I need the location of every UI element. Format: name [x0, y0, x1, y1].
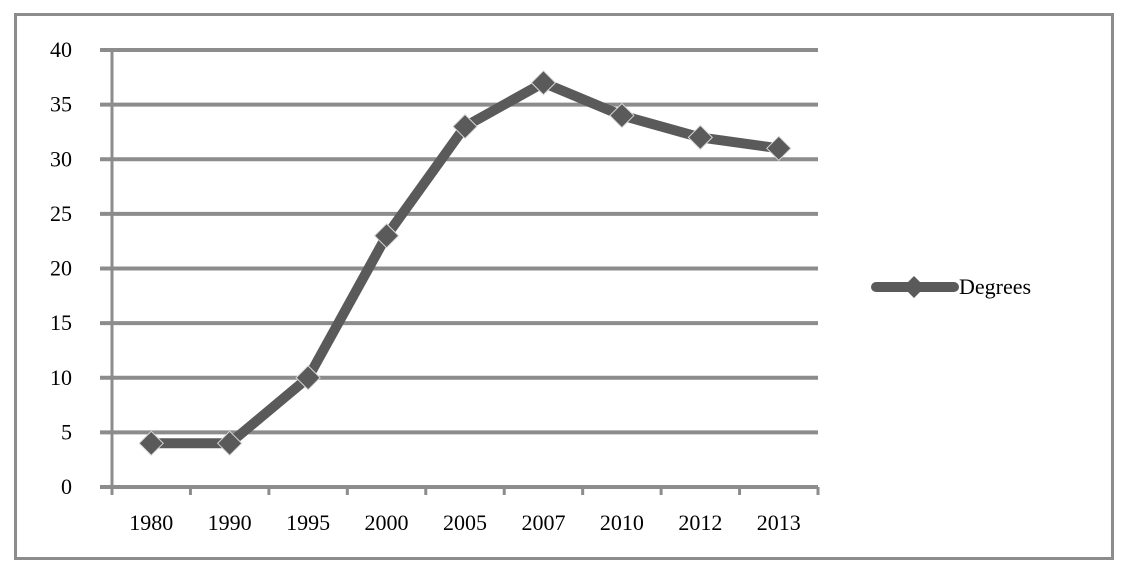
y-tick-label: 30	[50, 146, 72, 171]
legend-diamond-marker	[903, 276, 925, 298]
x-tick-label: 2010	[600, 510, 644, 535]
gridlines	[100, 48, 818, 435]
data-point-marker	[530, 70, 557, 96]
data-point-marker	[138, 430, 164, 457]
x-tick-label: 2005	[443, 510, 487, 535]
y-tick-label: 5	[61, 419, 72, 444]
x-tick-label: 2007	[521, 510, 565, 535]
x-tick-label: 1980	[129, 510, 173, 535]
y-tick-label: 40	[50, 37, 72, 62]
data-point-marker	[687, 124, 714, 151]
data-point-marker	[295, 365, 321, 391]
x-tick-label: 1995	[286, 510, 330, 535]
legend: Degrees	[871, 274, 1031, 299]
x-tick-labels: 1980 1990 1995 2000 2005 2007 2010 2012 2013	[129, 510, 801, 535]
data-point-marker	[609, 102, 635, 129]
axes	[100, 50, 820, 495]
x-tick-label: 2013	[757, 510, 801, 535]
legend-label-degrees: Degrees	[959, 274, 1031, 299]
data-point-marker	[766, 135, 792, 162]
data-point-marker	[373, 223, 400, 249]
data-point-marker	[216, 430, 243, 457]
x-tick-label: 2012	[678, 510, 722, 535]
y-tick-labels: 0 5 10 15 20 25 30 35 40	[50, 37, 72, 499]
series-degrees	[138, 70, 792, 457]
y-tick-label: 10	[50, 365, 72, 390]
x-tick-label: 1990	[208, 510, 252, 535]
data-point-marker	[452, 113, 478, 140]
y-tick-label: 25	[50, 201, 72, 226]
y-tick-label: 15	[50, 310, 72, 335]
y-tick-label: 20	[50, 256, 72, 281]
y-tick-label: 0	[61, 474, 72, 499]
x-tick-label: 2000	[365, 510, 409, 535]
y-tick-label: 35	[50, 92, 72, 117]
